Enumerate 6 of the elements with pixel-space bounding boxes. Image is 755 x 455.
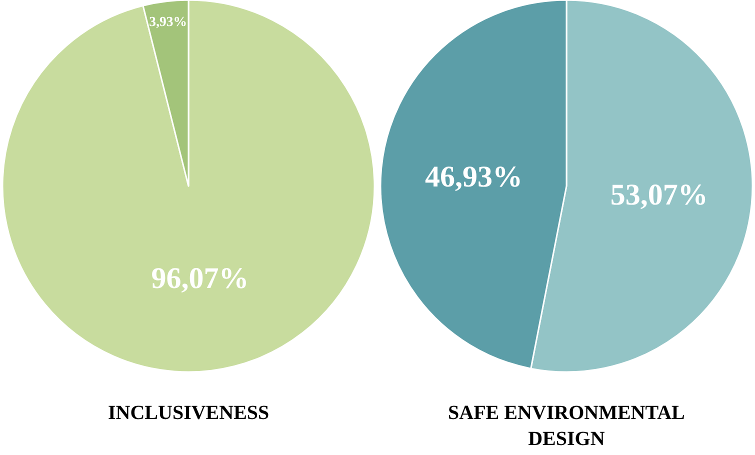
data-label: 53,07%: [610, 178, 708, 212]
data-label: 96,07%: [151, 262, 249, 295]
text: INCLUSIVENESS: [108, 402, 270, 424]
text: SAFE ENVIRONMENTAL DESIGN: [448, 402, 685, 450]
data-label: 3,93%: [149, 14, 188, 30]
data-label: 46,93%: [424, 160, 522, 194]
